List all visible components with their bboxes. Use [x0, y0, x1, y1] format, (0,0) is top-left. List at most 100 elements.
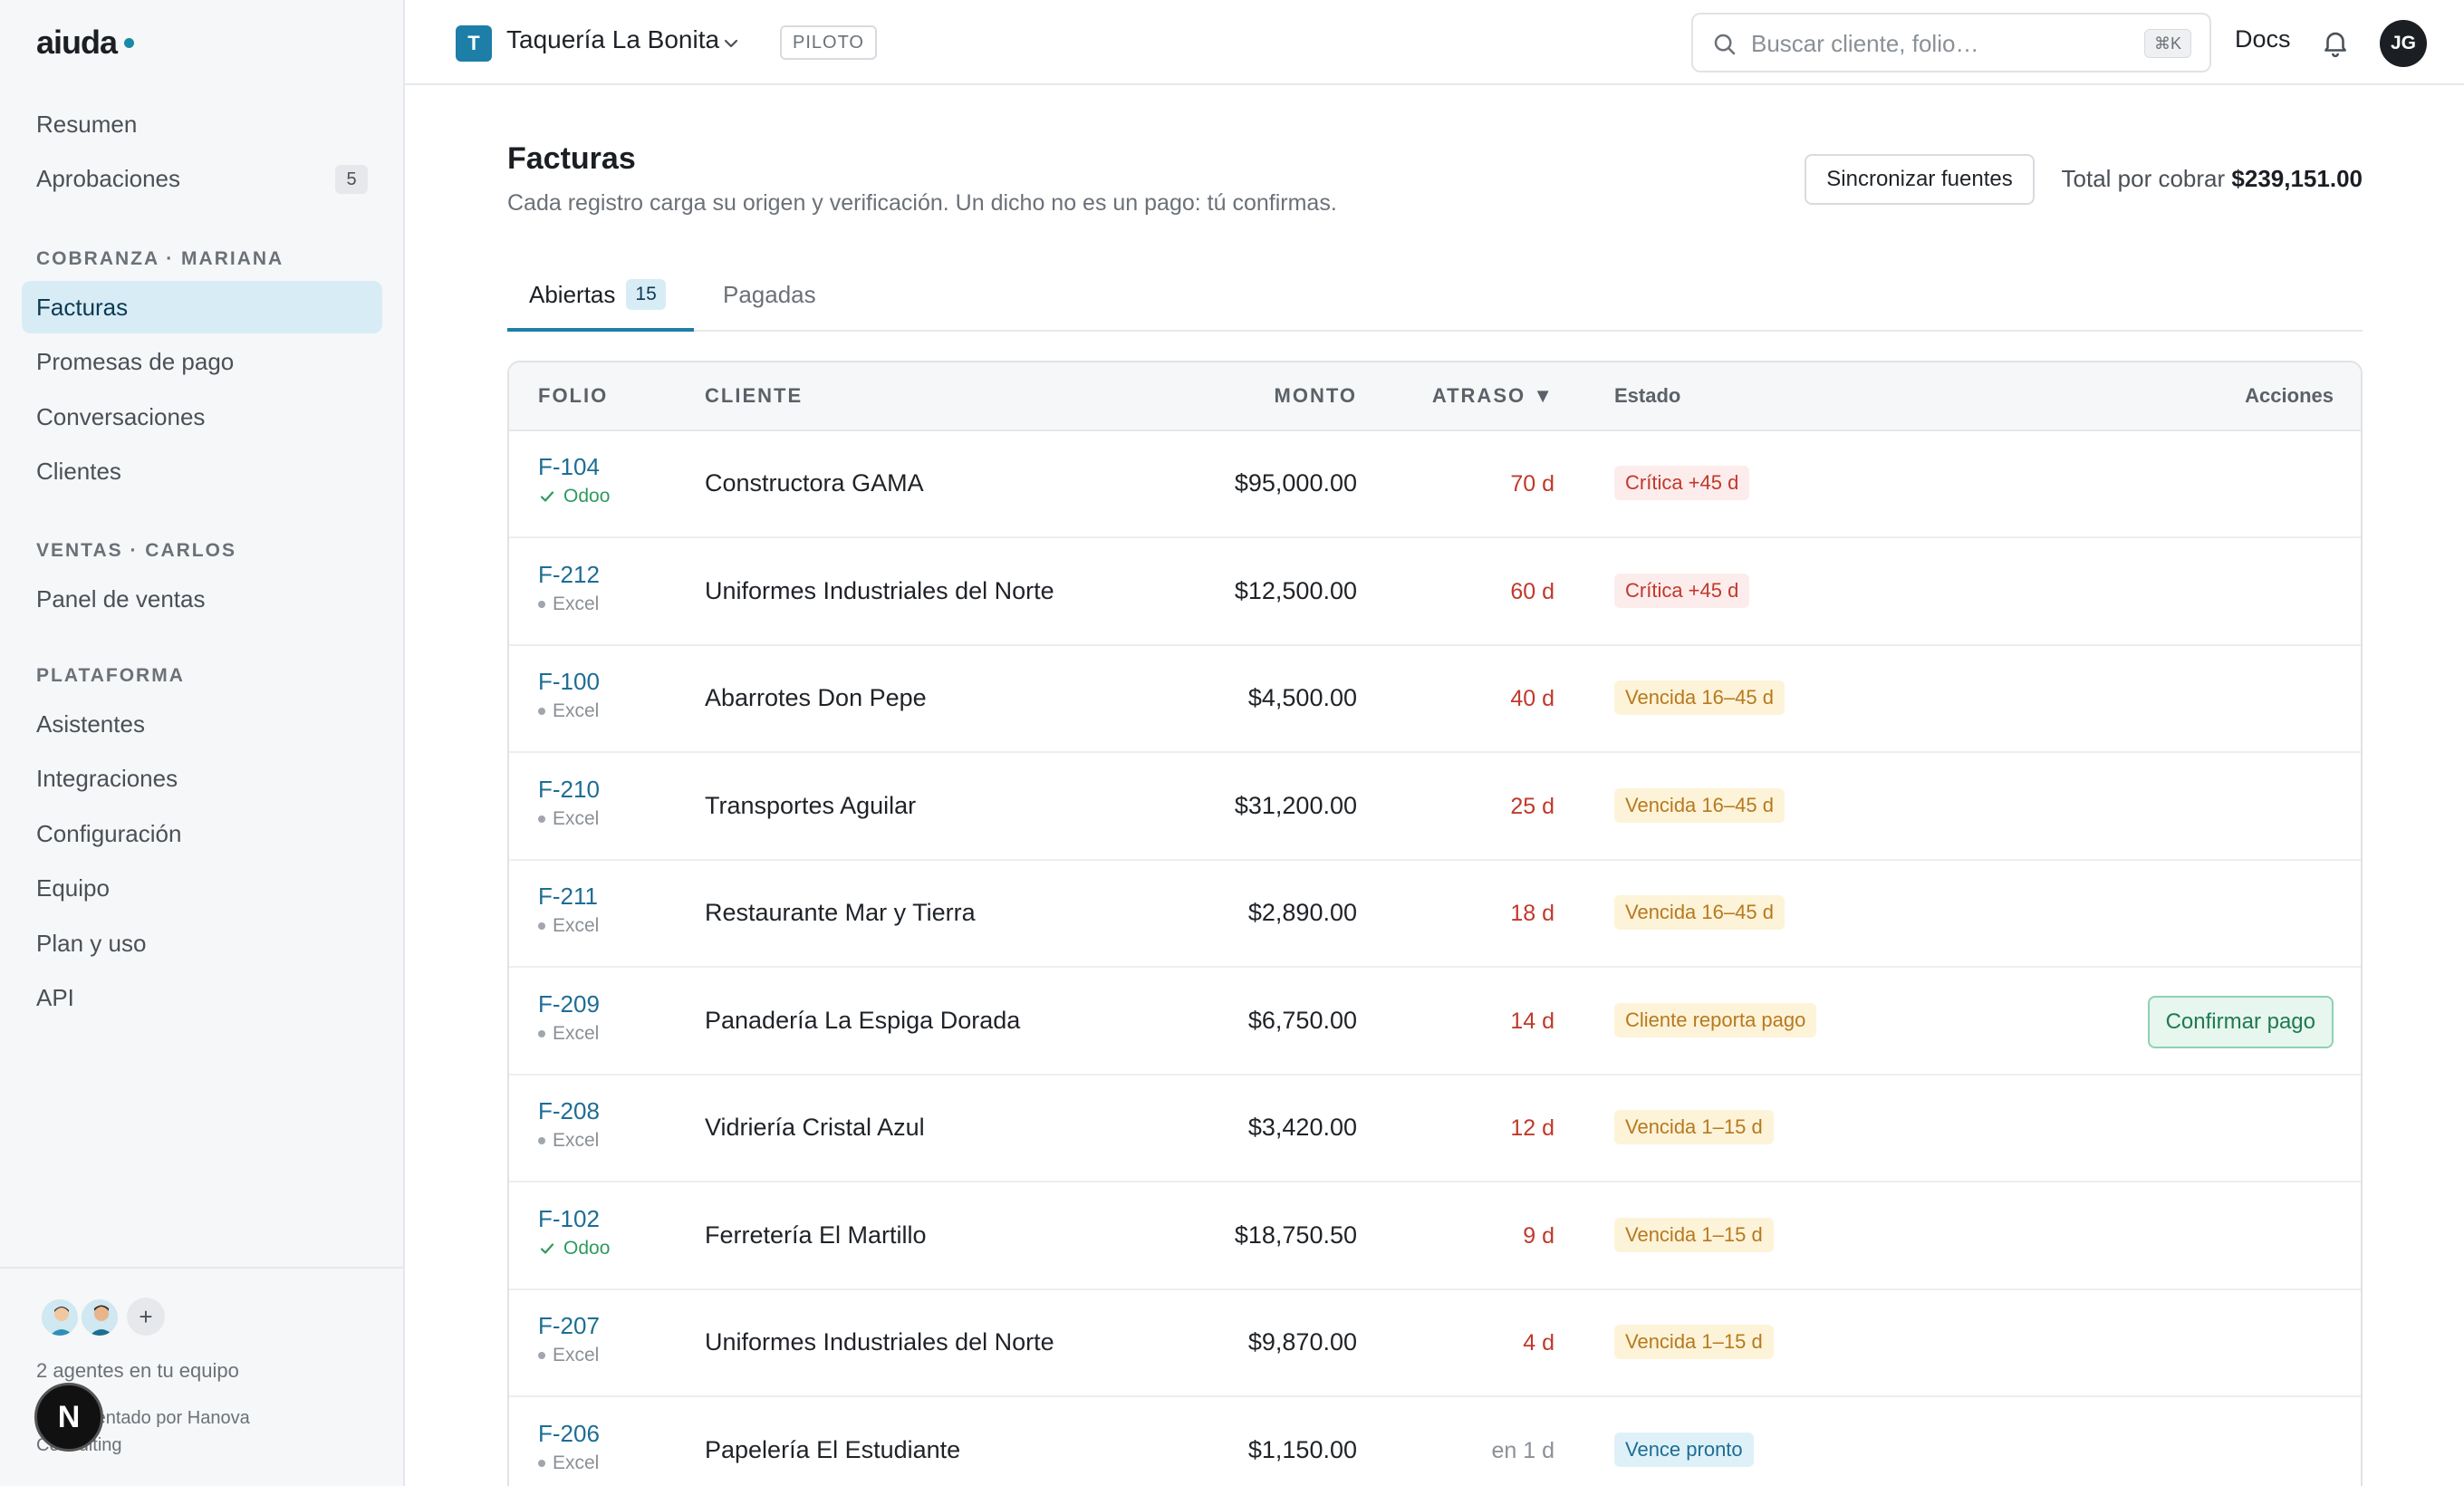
amount-value: $12,500.00	[1234, 576, 1357, 604]
sidebar-item-clientes[interactable]: Clientes	[22, 445, 382, 497]
table-row[interactable]: F-208 Excel Vidriería Cristal Azul $3,420.0…	[509, 1076, 2361, 1182]
source-unverified: Excel	[538, 915, 599, 937]
dot-icon	[538, 922, 545, 930]
column-header-status[interactable]: Estado	[1614, 384, 1681, 407]
section-title-cobranza: COBRANZA · MARIANA	[36, 248, 284, 269]
dot-icon	[538, 1459, 545, 1467]
sidebar-item-aprobaciones[interactable]: Aprobaciones 5	[22, 152, 382, 205]
status-badge: Vencida 1–15 d	[1614, 1217, 1774, 1252]
folio-link[interactable]: F-100	[538, 668, 600, 695]
column-header-amount[interactable]: MONTO	[1274, 384, 1357, 407]
folio-link[interactable]: F-102	[538, 1204, 600, 1232]
client-name: Restaurante Mar y Tierra	[705, 899, 976, 926]
client-name: Vidriería Cristal Azul	[705, 1114, 925, 1141]
sidebar-item-promesas[interactable]: Promesas de pago	[22, 335, 382, 388]
check-icon	[540, 1242, 554, 1254]
dot-icon	[538, 600, 545, 608]
brand-logo[interactable]: aiuda	[36, 24, 135, 62]
amount-value: $3,420.00	[1247, 1114, 1357, 1141]
total-value: $239,151.00	[2231, 165, 2363, 192]
sidebar-item-conversaciones[interactable]: Conversaciones	[22, 391, 382, 443]
amount-value: $9,870.00	[1247, 1328, 1357, 1356]
table-row[interactable]: F-102 Odoo Ferretería El Martillo $18,750.5…	[509, 1183, 2361, 1290]
sidebar-item-facturas[interactable]: Facturas	[22, 281, 382, 333]
table-row[interactable]: F-104 Odoo Constructora GAMA $95,000.00 70 d…	[509, 431, 2361, 538]
source-label: Excel	[553, 1130, 600, 1151]
workspace-name[interactable]: Taquería La Bonita	[506, 25, 720, 53]
column-header-delay[interactable]: ATRASO ▼	[1431, 384, 1554, 407]
workspace-icon[interactable]: T	[456, 25, 492, 62]
page-subtitle: Cada registro carga su origen y verifica…	[507, 190, 1337, 216]
sidebar-footer: + 2 agentes en tu equipo Implementado po…	[0, 1267, 403, 1486]
table-row[interactable]: F-100 Excel Abarrotes Don Pepe $4,500.00 40 …	[509, 646, 2361, 753]
search-box[interactable]: ⌘K	[1691, 13, 2211, 72]
table-row[interactable]: F-212 Excel Uniformes Industriales del Nor…	[509, 539, 2361, 646]
folio-link[interactable]: F-210	[538, 775, 600, 803]
status-badge: Vencida 1–15 d	[1614, 1325, 1774, 1359]
agent-avatar[interactable]	[80, 1298, 120, 1337]
bell-icon[interactable]	[2320, 27, 2351, 58]
delay-value: 9 d	[1523, 1222, 1554, 1249]
delay-value: 14 d	[1510, 1008, 1554, 1034]
source-unverified: Excel	[538, 1130, 599, 1152]
dev-tools-badge[interactable]: N	[34, 1383, 103, 1452]
source-unverified: Excel	[538, 700, 599, 722]
sidebar-item-asistentes[interactable]: Asistentes	[22, 698, 382, 750]
sidebar-item-equipo[interactable]: Equipo	[22, 862, 382, 914]
column-header-folio[interactable]: FOLIO	[538, 384, 609, 407]
source-label: Excel	[553, 1452, 600, 1473]
folio-link[interactable]: F-104	[538, 453, 600, 480]
sync-sources-button[interactable]: Sincronizar fuentes	[1805, 154, 2035, 205]
team-count-text: 2 agentes en tu equipo	[36, 1359, 239, 1382]
folio-link[interactable]: F-208	[538, 1097, 600, 1124]
search-input[interactable]	[1751, 27, 2132, 60]
column-header-client[interactable]: CLIENTE	[705, 384, 804, 407]
section-title-plataforma: PLATAFORMA	[36, 665, 185, 686]
delay-value: en 1 d	[1491, 1437, 1554, 1463]
sidebar-item-label: Panel de ventas	[36, 584, 206, 613]
source-label: Excel	[553, 1345, 600, 1365]
sidebar-item-label: Integraciones	[36, 764, 178, 792]
table-row[interactable]: F-209 Excel Panadería La Espiga Dorada $6,7…	[509, 969, 2361, 1076]
folio-link[interactable]: F-206	[538, 1419, 600, 1447]
sidebar-item-configuracion[interactable]: Configuración	[22, 807, 382, 860]
chevron-down-icon[interactable]	[720, 33, 742, 54]
table-row[interactable]: F-207 Excel Uniformes Industriales del Nor…	[509, 1290, 2361, 1397]
topbar: T Taquería La Bonita PILOTO ⌘K Docs JG	[405, 0, 2464, 85]
check-icon	[540, 491, 554, 502]
confirm-payment-button[interactable]: Confirmar pago	[2147, 995, 2334, 1048]
sidebar-item-panel-ventas[interactable]: Panel de ventas	[22, 573, 382, 625]
source-unverified: Excel	[538, 1345, 599, 1366]
invoices-table: FOLIO CLIENTE MONTO ATRASO ▼ Estado Acci…	[507, 361, 2363, 1486]
user-avatar[interactable]: JG	[2380, 20, 2427, 67]
sidebar-item-label: Promesas de pago	[36, 347, 235, 375]
amount-value: $1,150.00	[1247, 1435, 1357, 1463]
folio-link[interactable]: F-211	[538, 883, 598, 910]
add-agent-button[interactable]: +	[127, 1298, 165, 1336]
table-row[interactable]: F-206 Excel Papelería El Estudiante $1,150.…	[509, 1398, 2361, 1486]
dot-icon	[538, 815, 545, 823]
client-name: Abarrotes Don Pepe	[705, 684, 927, 711]
agent-avatar[interactable]	[40, 1298, 80, 1337]
tab-count-badge: 15	[626, 279, 666, 310]
amount-value: $18,750.50	[1234, 1221, 1357, 1249]
client-name: Uniformes Industriales del Norte	[705, 1328, 1054, 1356]
sidebar-item-integraciones[interactable]: Integraciones	[22, 752, 382, 805]
sidebar-item-api[interactable]: API	[22, 971, 382, 1024]
folio-link[interactable]: F-209	[538, 989, 600, 1018]
folio-link[interactable]: F-212	[538, 560, 600, 588]
delay-value: 18 d	[1510, 901, 1554, 926]
table-row[interactable]: F-211 Excel Restaurante Mar y Tierra $2,890…	[509, 861, 2361, 968]
client-name: Constructora GAMA	[705, 469, 924, 497]
sidebar-item-resumen[interactable]: Resumen	[22, 98, 382, 150]
dot-icon	[538, 1137, 545, 1144]
folio-link[interactable]: F-207	[538, 1312, 600, 1339]
table-row[interactable]: F-210 Excel Transportes Aguilar $31,200.00 2…	[509, 754, 2361, 861]
tab-abiertas[interactable]: Abiertas 15	[507, 268, 694, 332]
sidebar-item-plan-uso[interactable]: Plan y uso	[22, 917, 382, 970]
invoice-tabs: Abiertas 15 Pagadas	[507, 268, 2363, 332]
search-shortcut-hint: ⌘K	[2143, 29, 2191, 58]
docs-link[interactable]: Docs	[2235, 25, 2291, 53]
tab-pagadas[interactable]: Pagadas	[723, 268, 816, 332]
source-label: Odoo	[563, 486, 611, 507]
